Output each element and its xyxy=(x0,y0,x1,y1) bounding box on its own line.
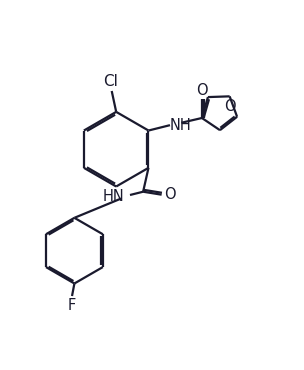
Text: O: O xyxy=(224,99,236,114)
Text: NH: NH xyxy=(170,118,192,133)
Text: O: O xyxy=(196,83,208,98)
Text: Cl: Cl xyxy=(103,74,118,90)
Text: O: O xyxy=(164,187,176,202)
Text: HN: HN xyxy=(103,189,125,204)
Text: F: F xyxy=(67,298,76,313)
